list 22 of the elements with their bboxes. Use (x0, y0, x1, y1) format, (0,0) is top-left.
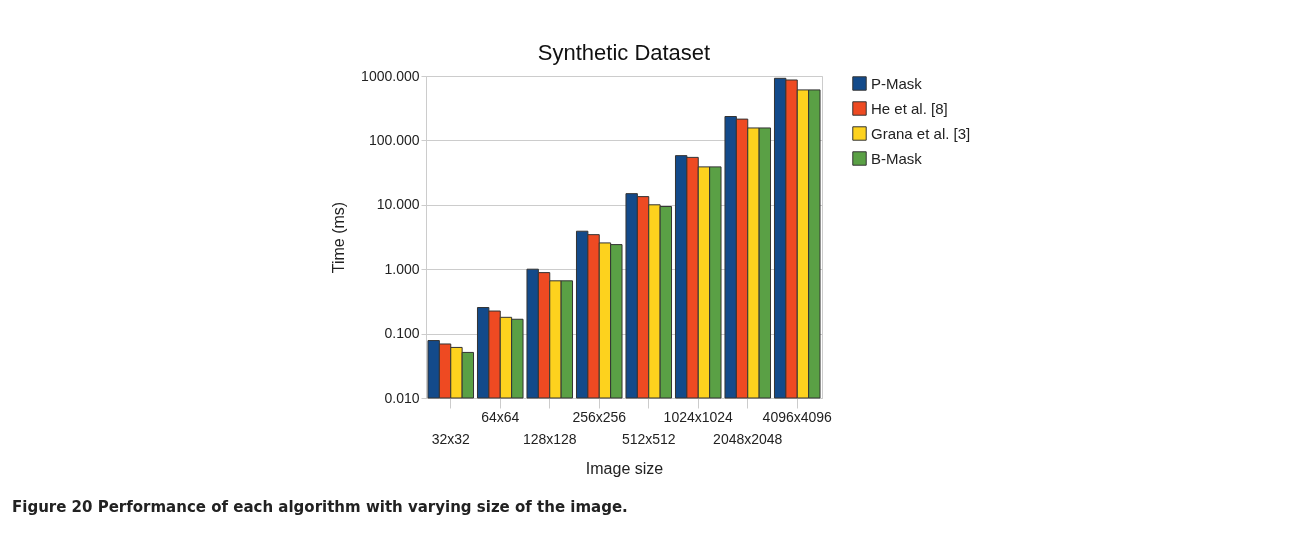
x-axis-title: Image size (585, 459, 664, 477)
x-tick-label: 2048x2048 (713, 430, 783, 447)
y-tick-label: 10.000 (376, 196, 420, 213)
x-tick-label: 1024x1024 (663, 408, 734, 425)
legend-label: He et al. [8] (871, 99, 948, 117)
caption: Figure 20 Performance of each algorithm with varying size of the image. (12, 498, 628, 516)
legend-label: B-Mask (871, 149, 923, 167)
y-tick-label: 1.000 (384, 260, 420, 277)
x-tick-label: 128x128 (522, 430, 577, 447)
x-tick-label: 32x32 (431, 430, 471, 447)
y-tick-label: 1000.000 (361, 67, 420, 84)
y-tick-label: 100.000 (368, 131, 420, 148)
chart-title: Synthetic Dataset (537, 40, 711, 65)
x-tick-label: 512x512 (621, 430, 676, 447)
legend-label: P-Mask (871, 74, 923, 92)
x-tick-label: 4096x4096 (762, 408, 833, 425)
legend-label: Grana et al. [3] (871, 124, 971, 142)
x-tick-label: 64x64 (481, 408, 520, 425)
y-tick-label: 0.100 (384, 325, 420, 342)
y-tick-label: 0.010 (384, 389, 420, 406)
x-tick-label: 256x256 (572, 408, 627, 425)
y-axis-title: Time (ms) (330, 201, 348, 274)
